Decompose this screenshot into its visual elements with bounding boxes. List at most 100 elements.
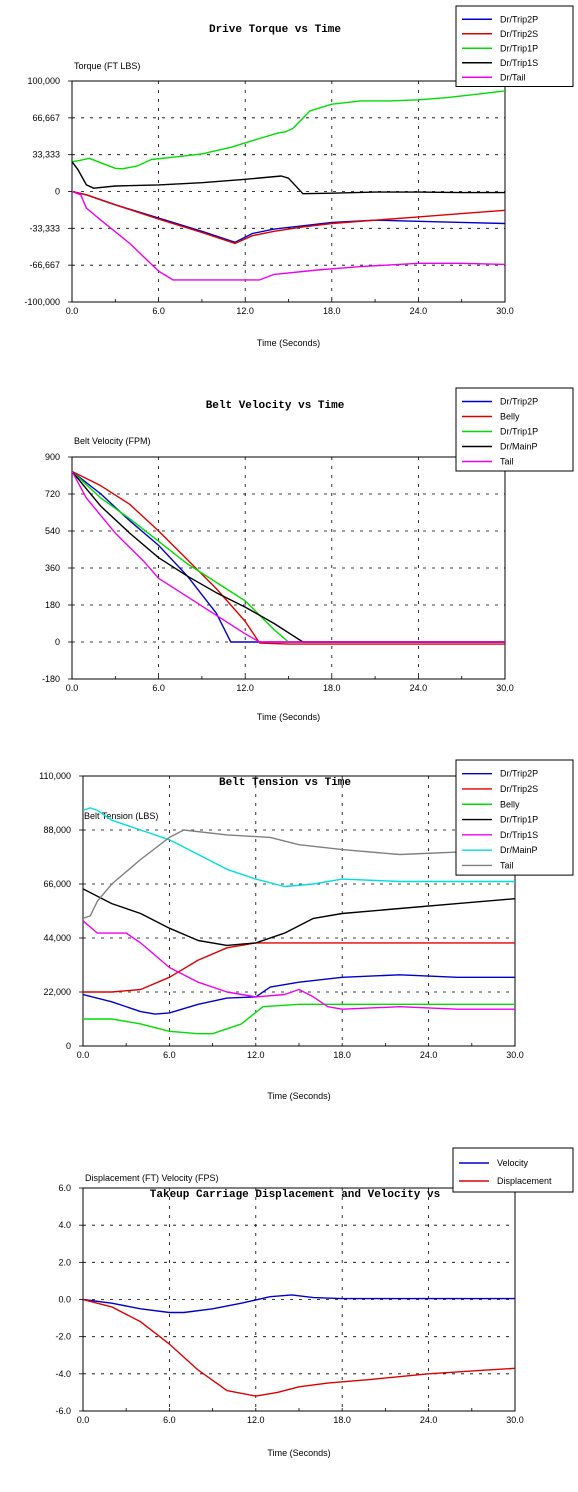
y-tick-label: 66,000 [43,879,71,889]
y-tick-label: 540 [45,526,60,536]
y-tick-label: -180 [42,674,60,684]
series-line-dr-trip1p [72,90,505,170]
y-tick-label: 88,000 [43,825,71,835]
series-line-dr-trip1s [72,161,505,195]
y-tick-label: 6.0 [58,1183,71,1193]
y-axis-label: Belt Tension (LBS) [84,811,158,821]
x-tick-label: 12.0 [236,306,254,316]
x-tick-label: 24.0 [410,683,428,693]
legend-entry: Displacement [497,1176,552,1186]
y-tick-label: -33,333 [29,223,60,233]
legend-box [452,1147,574,1193]
series-line-dr-trip1s [83,920,515,1010]
series-line-dr-trip1p [72,470,505,643]
y-tick-label: 44,000 [43,933,71,943]
y-tick-label: -2.0 [55,1332,71,1342]
x-axis-label: Time (Seconds) [257,712,320,722]
y-tick-label: -6.0 [55,1406,71,1416]
y-tick-label: 360 [45,563,60,573]
series-line-belly [83,1003,515,1035]
legend: Dr/Trip2P Dr/Trip2S Belly Dr/Trip1P Dr/Trip1… [455,759,574,876]
legend-entry: Velocity [497,1158,529,1168]
chart-4: Takeup Carriage Displacement and Velocit… [55,1147,574,1458]
x-tick-label: 0.0 [66,683,79,693]
legend-entry: Dr/Trip2S [500,784,538,794]
series-line-dr-trip2p [83,974,515,1015]
series-line-dr-trip2s [83,942,515,993]
x-tick-label: 30.0 [506,1415,524,1425]
x-tick-label: 30.0 [506,1050,524,1060]
series-line-belly [72,470,505,645]
x-tick-label: 0.0 [77,1415,90,1425]
x-axis-label: Time (Seconds) [267,1448,330,1458]
chart-2: Belt Velocity vs Time Belt Velocity (FPM)… [42,387,574,722]
legend-box [455,759,574,876]
x-tick-label: 18.0 [333,1050,351,1060]
x-tick-label: 18.0 [333,1415,351,1425]
x-tick-label: 12.0 [236,683,254,693]
y-tick-label: 2.0 [58,1257,71,1267]
y-tick-label: 4.0 [58,1220,71,1230]
legend: Dr/Trip2P Belly Dr/Trip1P Dr/MainP Tail [455,387,574,472]
chart-title: Takeup Carriage Displacement and Velocit… [150,1189,440,1201]
y-tick-label: 0 [66,1041,71,1051]
series-line-displacement [83,1298,515,1397]
legend-entry: Dr/Trip1S [500,830,538,840]
legend-entry: Belly [500,412,520,422]
series-line-dr-trip2p [72,190,505,243]
legend-entry: Dr/MainP [500,845,538,855]
y-tick-label: -66,667 [29,260,60,270]
x-tick-label: 6.0 [152,306,165,316]
x-tick-label: 0.0 [66,306,79,316]
legend-entry: Dr/Trip1P [500,43,538,53]
y-tick-label: 33,333 [32,150,60,160]
chart-title: Drive Torque vs Time [209,24,341,36]
legend-entry: Dr/Trip2S [500,29,538,39]
series-line-velocity [83,1294,515,1314]
y-tick-label: 22,000 [43,987,71,997]
y-tick-label: 900 [45,452,60,462]
series-line-dr-mainp [83,807,515,888]
y-tick-label: 720 [45,489,60,499]
x-tick-label: 0.0 [77,1050,90,1060]
legend-entry: Dr/Trip1P [500,815,538,825]
y-axis-label: Torque (FT LBS) [74,61,140,71]
y-axis-label: Belt Velocity (FPM) [74,436,151,446]
x-tick-label: 24.0 [420,1050,438,1060]
x-tick-label: 24.0 [410,306,428,316]
legend-entry: Dr/Trip1S [500,58,538,68]
x-tick-label: 18.0 [323,306,341,316]
y-tick-label: 0.0 [58,1295,71,1305]
series-line-dr-trip1p [83,888,515,947]
y-tick-label: 110,000 [39,771,71,781]
legend-entry: Dr/Trip2P [500,397,538,407]
chart-title: Belt Tension vs Time [219,777,351,789]
x-tick-label: 12.0 [247,1050,265,1060]
y-tick-label: -100,000 [24,297,60,307]
legend-entry: Dr/Trip1P [500,427,538,437]
legend: Dr/Trip2P Dr/Trip2S Dr/Trip1P Dr/Trip1S Dr/T… [455,5,574,87]
x-tick-label: 6.0 [152,683,165,693]
legend-entry: Belly [500,799,520,809]
chart-1: Drive Torque vs Time Torque (FT LBS) 0.0 6.… [24,5,574,348]
series-line-dr-tail [72,190,505,281]
x-axis-label: Time (Seconds) [257,338,320,348]
legend-entry: Dr/MainP [500,442,538,452]
x-tick-label: 6.0 [163,1415,176,1425]
x-tick-label: 24.0 [420,1415,438,1425]
legend-entry: Dr/Trip2P [500,14,538,24]
legend-entry: Tail [500,457,514,467]
x-tick-label: 12.0 [247,1415,265,1425]
y-tick-label: -4.0 [55,1369,71,1379]
y-tick-label: 100,000 [27,76,60,86]
legend-entry: Dr/Trip2P [500,769,538,779]
chart-title: Belt Velocity vs Time [206,400,345,412]
legend: Velocity Displacement [452,1147,574,1193]
x-tick-label: 30.0 [496,683,514,693]
x-tick-label: 30.0 [496,306,514,316]
x-axis-label: Time (Seconds) [267,1091,330,1101]
series-line-dr-mainp [72,470,505,643]
series-line-dr-trip2p [72,470,505,643]
y-tick-label: 66,667 [32,113,60,123]
